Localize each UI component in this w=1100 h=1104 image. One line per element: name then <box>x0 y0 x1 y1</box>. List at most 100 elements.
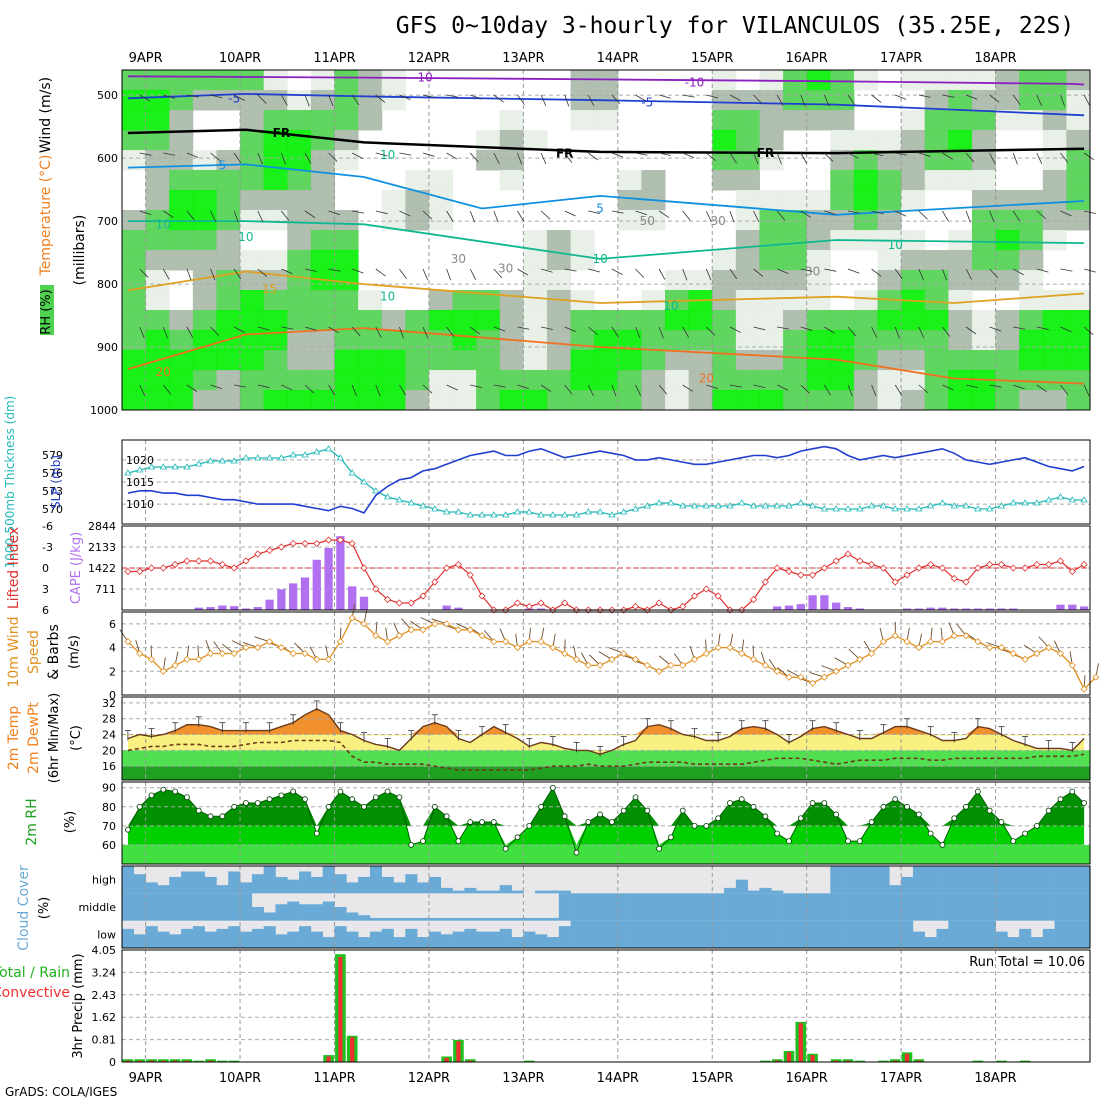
wind10-marker <box>609 656 615 662</box>
rh-cell <box>264 350 288 371</box>
lifted-marker <box>538 600 544 606</box>
rh-cell <box>122 250 146 271</box>
rh-cell <box>854 310 878 331</box>
temp-band-cold <box>122 766 1090 780</box>
rh-cell <box>972 230 996 251</box>
rh-cell <box>571 310 595 331</box>
rh-cell <box>807 370 831 391</box>
rh-cell <box>1043 370 1067 391</box>
cloud-bar-middle <box>358 915 370 920</box>
cloud-bar-middle <box>1078 893 1090 920</box>
rh2m-marker <box>869 820 874 825</box>
slp-tick-label: 1020 <box>126 454 154 467</box>
contour-label: 50 <box>640 214 655 228</box>
cloud-bar-high <box>205 877 217 893</box>
cloud-bar-high <box>559 891 571 894</box>
rh2m-marker <box>291 789 296 794</box>
cloud-bar-middle <box>275 904 287 920</box>
rh-cell <box>901 170 925 191</box>
cloud-bar-high <box>134 874 146 893</box>
cloud-bar-high <box>216 885 228 893</box>
rh-cell <box>665 390 689 411</box>
cape-bar <box>785 606 793 610</box>
cape-axis-label: CAPE (J/kg) <box>69 532 84 604</box>
cape-bar <box>1056 605 1064 610</box>
wind10-axis-label-2: Speed <box>26 630 42 674</box>
rh-cell <box>193 170 217 191</box>
rh-cell <box>122 230 146 251</box>
cloud-bar-high <box>405 874 417 893</box>
cloud-bar-middle <box>712 893 724 920</box>
rh-cell <box>948 110 972 131</box>
contour-label: FR <box>556 147 573 161</box>
cloud-bar-middle <box>382 918 394 921</box>
contour-label: 20 <box>699 372 714 386</box>
rh-cell <box>169 110 193 131</box>
rh-cell <box>571 230 595 251</box>
cloud-bar-high <box>972 866 984 893</box>
cloud-bar-high <box>488 891 500 894</box>
rh2m-marker <box>574 850 579 855</box>
rh-cell <box>854 370 878 391</box>
rh2m-marker <box>704 823 709 828</box>
rh2m-marker <box>480 820 485 825</box>
rh-cell <box>311 190 335 211</box>
rh-cell <box>901 270 925 291</box>
cloud-bar-low <box>889 921 901 948</box>
rh-cell <box>925 290 949 311</box>
cloud-bar-middle <box>783 893 795 920</box>
cloud-bar-middle <box>299 904 311 920</box>
rh2m-marker <box>350 797 355 802</box>
rh2m-marker <box>149 793 154 798</box>
rh-cell <box>287 350 311 371</box>
cloud-bar-low <box>795 921 807 948</box>
rh-cell <box>948 90 972 111</box>
cloud-bar-middle <box>523 918 535 921</box>
rh2m-marker <box>621 808 626 813</box>
cloud-bar-high <box>228 871 240 893</box>
rh-cell <box>382 310 406 331</box>
rh2m-marker <box>243 800 248 805</box>
rh-cell <box>689 270 713 291</box>
cloud-bar-middle <box>394 918 406 921</box>
cloud-bar-low <box>382 929 394 948</box>
rh2m-marker <box>775 831 780 836</box>
pressure-tick-label: 800 <box>97 278 118 291</box>
rh-cell <box>169 250 193 271</box>
cloud-bar-low <box>1055 921 1067 948</box>
lifted-marker <box>1034 562 1040 568</box>
wind10-marker <box>514 645 520 651</box>
cloud-bar-high <box>181 871 193 893</box>
rh2m-axis-label-1: 2m RH <box>24 798 40 845</box>
rh-cell <box>948 250 972 271</box>
wind10-marker <box>810 680 816 686</box>
rh-cell <box>547 370 571 391</box>
rh-cell <box>783 250 807 271</box>
run-total-annotation: Run Total = 10.06 <box>969 955 1085 970</box>
lifted-marker <box>349 541 355 547</box>
rh-cell <box>382 350 406 371</box>
cloud-bar-low <box>523 932 535 948</box>
cloud-bar-low <box>582 921 594 948</box>
contour-label: 10 <box>592 252 607 266</box>
cloud-bar-middle <box>417 918 429 921</box>
thickness-marker <box>939 500 945 505</box>
rh-cell <box>996 390 1020 411</box>
cloud-axis-label-2: (%) <box>37 897 52 920</box>
rh2m-marker <box>208 814 213 819</box>
rh-cell <box>122 90 146 111</box>
rh-cell <box>925 350 949 371</box>
rh-cell <box>334 370 358 391</box>
rh-cell <box>453 350 477 371</box>
cloud-bar-low <box>618 921 630 948</box>
cloud-bar-high <box>193 871 205 893</box>
rh2m-marker <box>999 820 1004 825</box>
cloud-bar-low <box>866 921 878 948</box>
rh-cell <box>712 250 736 271</box>
lifted-marker <box>255 551 261 557</box>
cloud-bar-low <box>500 929 512 948</box>
rh2m-marker <box>786 839 791 844</box>
cloud-bar-high <box>370 866 382 893</box>
cloud-bar-high <box>453 891 465 894</box>
rh-cell <box>311 370 335 391</box>
